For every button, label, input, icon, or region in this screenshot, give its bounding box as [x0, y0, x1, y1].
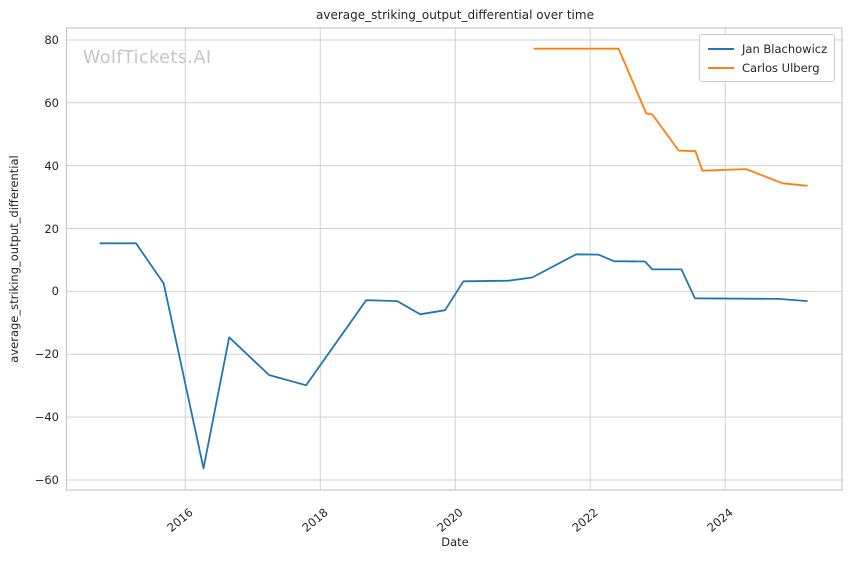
legend-line-swatch-carlos-ulberg — [708, 67, 734, 69]
y-tick-label: 40 — [44, 158, 59, 173]
x-axis-label: Date — [441, 535, 469, 549]
y-tick-label: −60 — [34, 472, 59, 487]
legend-label-jan-blachowicz: Jan Blachowicz — [742, 42, 828, 56]
y-tick-label: 80 — [44, 32, 59, 47]
legend: Jan Blachowicz Carlos Ulberg — [699, 34, 835, 82]
series-line-jan-blachowicz — [99, 242, 808, 470]
y-tick-label: 20 — [44, 221, 59, 236]
legend-item-carlos-ulberg: Carlos Ulberg — [708, 60, 826, 76]
y-tick-label: 60 — [44, 95, 59, 110]
watermark: WolfTickets.AI — [83, 48, 212, 68]
series-line-carlos-ulberg — [533, 47, 808, 187]
legend-line-swatch-jan-blachowicz — [708, 48, 734, 50]
legend-label-carlos-ulberg: Carlos Ulberg — [742, 61, 820, 75]
chart-title: average_striking_output_differential ove… — [316, 8, 594, 22]
y-tick-label: −20 — [34, 347, 59, 362]
y-tick-label: 0 — [51, 284, 59, 299]
plot-border — [65, 27, 843, 491]
y-axis-label: average_striking_output_differential — [7, 155, 21, 363]
y-tick-label: −40 — [34, 410, 59, 425]
legend-item-jan-blachowicz: Jan Blachowicz — [708, 41, 828, 57]
